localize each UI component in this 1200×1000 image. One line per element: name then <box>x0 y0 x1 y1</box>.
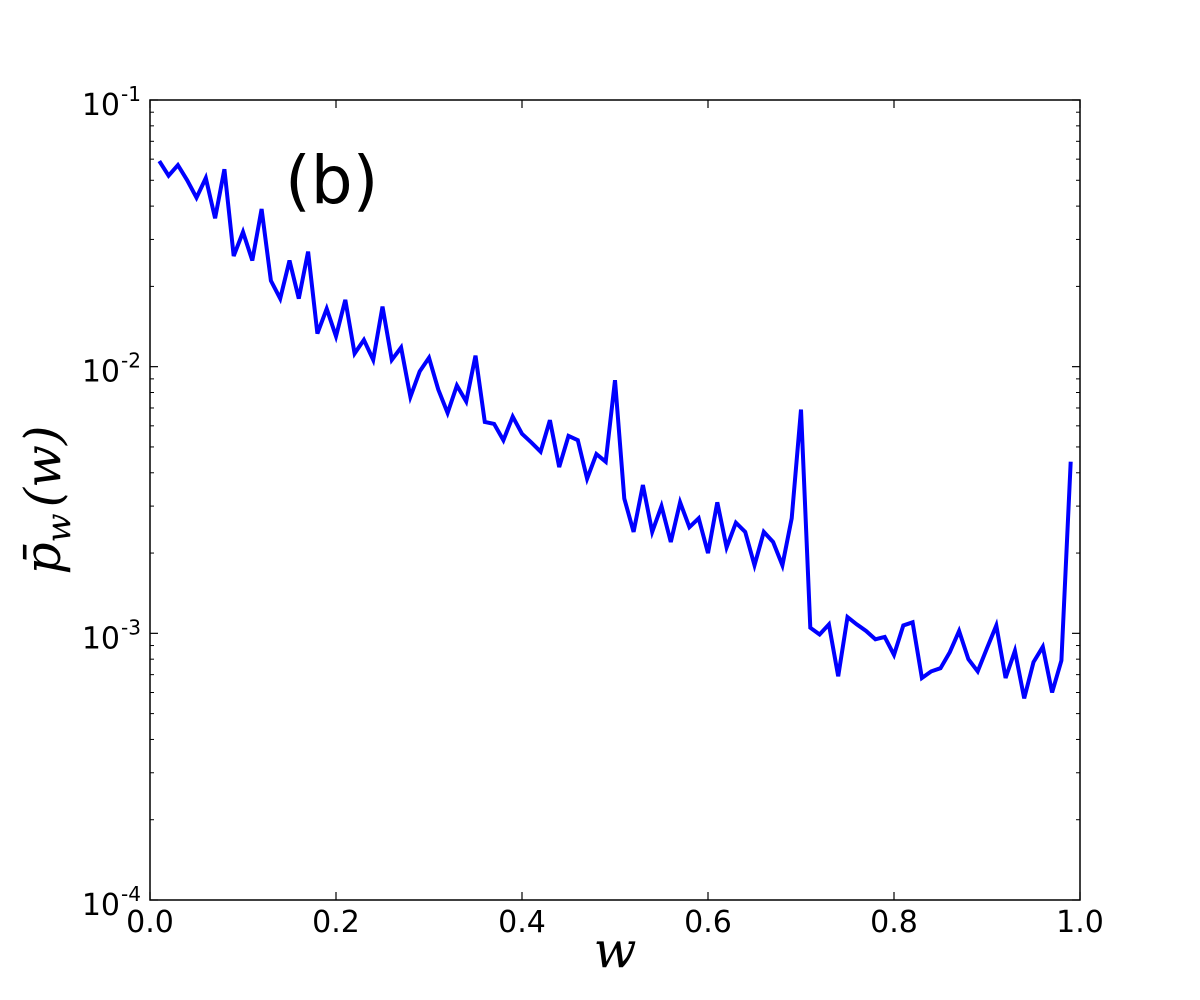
x-tick-labels: 0.0 0.2 0.4 0.6 0.8 1.0 <box>126 905 1104 940</box>
x-tick-label: 1.0 <box>1056 905 1104 940</box>
y-tick-label-base: 10 <box>82 355 120 390</box>
y-axis-label-main: p̄ <box>14 542 72 574</box>
y-tick-label-exponent: -2 <box>121 349 141 373</box>
y-tick-label: 10 <box>82 621 120 656</box>
x-axis-label: w <box>594 921 637 979</box>
series-line-group <box>157 160 1073 699</box>
x-tick-label: 0.4 <box>498 905 546 940</box>
y-axis-label-subscript: w <box>39 513 79 542</box>
y-tick-label-exponent: -3 <box>121 615 141 639</box>
x-tick-label: 0.0 <box>126 905 174 940</box>
y-axis-label: p̄w (w) <box>14 426 79 575</box>
y-axis-label-suffix: (w) <box>14 426 72 508</box>
panel-label: (b) <box>285 142 378 219</box>
y-tick-label-exponent: -1 <box>121 82 141 106</box>
y-tick-labels: 10-410-310-210-1 <box>82 82 141 923</box>
y-tick-label-exponent: -4 <box>121 882 141 906</box>
y-tick-label: 10 <box>82 355 120 390</box>
x-tick-label: 0.2 <box>312 905 360 940</box>
series-line <box>157 160 1073 699</box>
major-ticks <box>149 99 1081 901</box>
y-tick-label: 10 <box>82 88 120 123</box>
y-tick-label: 10 <box>82 888 120 923</box>
y-tick-label-base: 10 <box>82 88 120 123</box>
x-tick-label: 0.8 <box>870 905 918 940</box>
y-tick-label-base: 10 <box>82 888 120 923</box>
y-tick-label-base: 10 <box>82 621 120 656</box>
plot-frame <box>149 99 1081 901</box>
x-tick-label: 0.6 <box>684 905 732 940</box>
